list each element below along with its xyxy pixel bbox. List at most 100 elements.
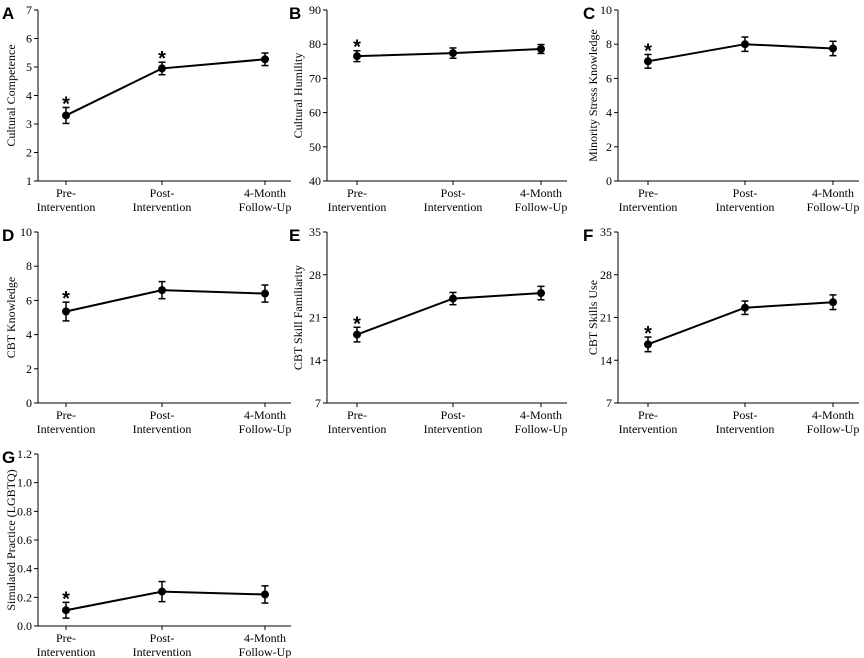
x-tick-label-line-e-1-1: Intervention: [424, 422, 483, 436]
y-tick-label-d-3: 6: [26, 293, 32, 307]
x-tick-label-line-d-0-1: Intervention: [37, 422, 96, 436]
y-tick-label-g-3: 0.6: [17, 533, 32, 547]
x-tick-label-d-2: 4-Month Follow-Up: [239, 408, 292, 436]
y-tick-label-d-2: 4: [26, 328, 32, 342]
y-tick-label-a-6: 7: [26, 3, 32, 17]
y-tick-label-e-4: 35: [309, 225, 321, 239]
significance-marker-c-0: *: [644, 40, 652, 62]
data-point-g-2: [261, 590, 269, 599]
panel-label-e: E: [289, 226, 300, 245]
x-tick-label-f-0: Pre-Intervention: [619, 408, 678, 436]
panel-label-f: F: [583, 226, 593, 245]
x-tick-label-g-2: 4-Month Follow-Up: [239, 631, 292, 658]
x-tick-label-f-1: Post-Intervention: [716, 408, 775, 436]
y-tick-label-f-2: 21: [600, 311, 612, 325]
y-tick-label-b-1: 50: [309, 140, 321, 154]
data-point-c-1: [741, 40, 749, 49]
x-tick-label-g-1: Post-Intervention: [133, 631, 192, 658]
x-tick-label-line-d-2-0: 4-Month: [244, 408, 286, 422]
y-tick-label-g-0: 0.0: [17, 619, 32, 633]
x-tick-label-line-d-0-0: Pre-: [56, 408, 76, 422]
x-tick-label-line-f-1-1: Intervention: [716, 422, 775, 436]
y-tick-label-c-0: 0: [606, 174, 612, 188]
x-tick-label-line-a-2-0: 4-Month: [244, 186, 286, 200]
y-tick-label-g-4: 0.8: [17, 504, 32, 518]
data-point-g-0: [62, 606, 70, 615]
x-tick-label-line-e-0-0: Pre-: [347, 408, 367, 422]
x-tick-label-g-0: Pre-Intervention: [37, 631, 96, 658]
data-point-e-1: [449, 294, 457, 303]
significance-marker-a-0: *: [62, 93, 70, 115]
y-tick-label-b-0: 40: [309, 174, 321, 188]
y-tick-label-b-4: 80: [309, 37, 321, 51]
y-tick-label-e-3: 28: [309, 268, 321, 282]
data-point-a-1: [158, 64, 166, 73]
x-tick-label-line-c-0-0: Pre-: [638, 186, 658, 200]
y-tick-label-e-1: 14: [309, 353, 321, 367]
significance-marker-f-0: *: [644, 323, 652, 345]
y-tick-label-d-5: 10: [20, 225, 32, 239]
y-tick-label-d-0: 0: [26, 396, 32, 410]
y-tick-label-a-1: 2: [26, 146, 32, 160]
x-tick-label-a-0: Pre-Intervention: [37, 186, 96, 214]
x-tick-label-line-g-1-1: Intervention: [133, 645, 192, 658]
y-tick-label-f-4: 35: [600, 225, 612, 239]
data-point-a-2: [261, 55, 269, 64]
x-tick-label-line-f-2-0: 4-Month: [812, 408, 854, 422]
x-tick-label-line-e-2-0: 4-Month: [520, 408, 562, 422]
y-tick-label-e-2: 21: [309, 311, 321, 325]
data-point-d-1: [158, 286, 166, 295]
significance-marker-g-0: *: [62, 588, 70, 610]
series-line-d: [65, 289, 266, 313]
data-point-e-2: [537, 289, 545, 298]
x-tick-label-e-2: 4-Month Follow-Up: [515, 408, 568, 436]
data-point-b-1: [449, 49, 457, 58]
y-tick-label-f-0: 7: [606, 396, 612, 410]
x-tick-label-line-f-0-1: Intervention: [619, 422, 678, 436]
x-tick-label-line-b-1-0: Post-: [441, 186, 466, 200]
y-axis-label-g: Simulated Practice (LGBTQ): [4, 469, 18, 610]
data-point-f-1: [741, 303, 749, 312]
y-tick-label-a-2: 3: [26, 117, 32, 131]
x-tick-label-f-2: 4-Month Follow-Up: [807, 408, 860, 436]
x-tick-label-line-a-1-0: Post-: [150, 186, 175, 200]
x-tick-label-line-a-0-1: Intervention: [37, 200, 96, 214]
x-tick-label-d-0: Pre-Intervention: [37, 408, 96, 436]
data-point-c-0: [644, 57, 652, 66]
data-point-f-2: [829, 298, 837, 307]
y-tick-label-a-4: 5: [26, 60, 32, 74]
x-tick-label-line-d-2-1: Follow-Up: [239, 422, 292, 436]
y-tick-label-c-3: 6: [606, 71, 612, 85]
x-tick-label-c-1: Post-Intervention: [716, 186, 775, 214]
y-tick-label-c-4: 8: [606, 37, 612, 51]
x-tick-label-line-c-2-1: Follow-Up: [807, 200, 860, 214]
x-tick-label-line-f-0-0: Pre-: [638, 408, 658, 422]
y-tick-label-c-2: 4: [606, 106, 612, 120]
y-tick-label-f-3: 28: [600, 268, 612, 282]
data-point-d-0: [62, 307, 70, 316]
x-tick-label-line-c-0-1: Intervention: [619, 200, 678, 214]
x-tick-label-line-f-2-1: Follow-Up: [807, 422, 860, 436]
panel-label-d: D: [2, 226, 14, 245]
y-tick-label-a-3: 4: [26, 89, 32, 103]
y-tick-label-a-5: 6: [26, 32, 32, 46]
series-line-b: [356, 47, 542, 58]
x-tick-label-c-0: Pre-Intervention: [619, 186, 678, 214]
y-tick-label-c-5: 10: [600, 3, 612, 17]
y-axis-label-a: Cultural Competence: [4, 44, 18, 146]
y-axis-label-f: CBT Skills Use: [586, 280, 600, 355]
x-tick-label-line-g-2-1: Follow-Up: [239, 645, 292, 658]
x-tick-label-line-b-2-1: Follow-Up: [515, 200, 568, 214]
x-tick-label-line-f-1-0: Post-: [733, 408, 758, 422]
x-tick-label-line-e-1-0: Post-: [441, 408, 466, 422]
data-point-b-2: [537, 44, 545, 53]
data-point-c-2: [829, 44, 837, 53]
x-tick-label-line-b-1-1: Intervention: [424, 200, 483, 214]
x-tick-label-line-e-2-1: Follow-Up: [515, 422, 568, 436]
data-point-a-0: [62, 111, 70, 120]
y-axis-label-b: Cultural Humility: [291, 53, 305, 139]
